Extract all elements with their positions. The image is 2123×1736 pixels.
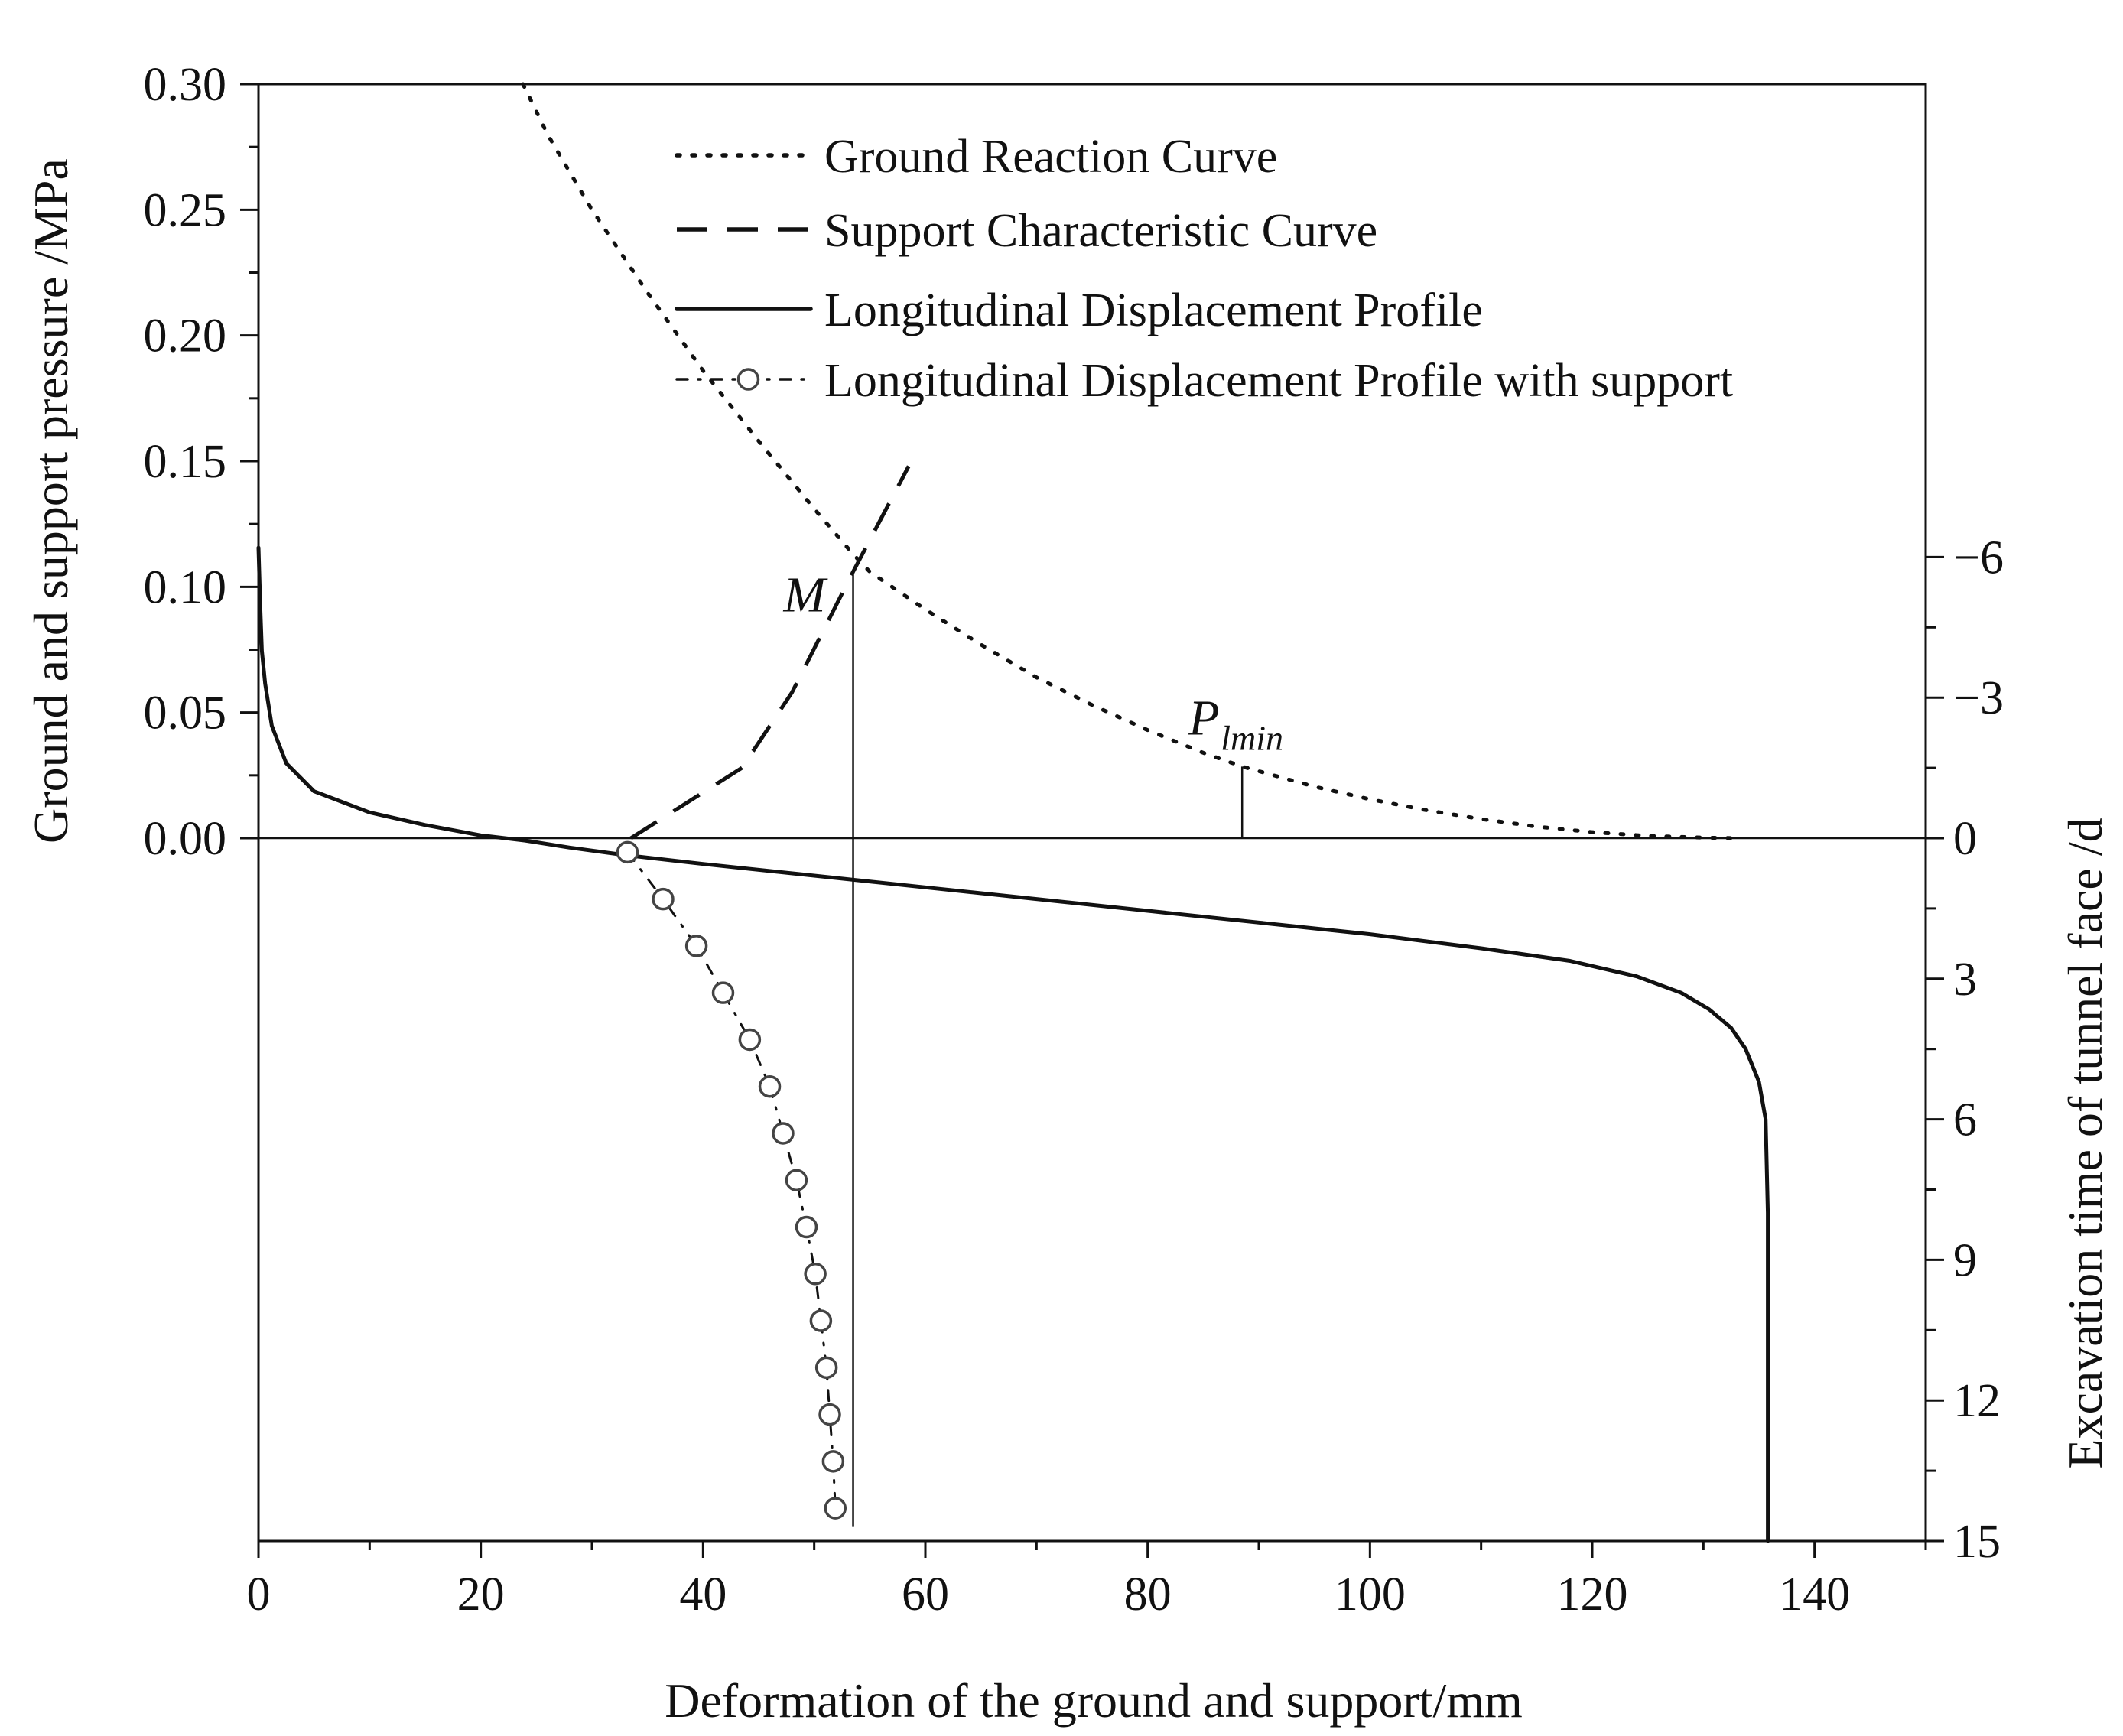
lsp-support-point-1 — [616, 840, 639, 864]
axis-ticks — [240, 83, 1944, 1558]
y2-tick-label-−3: −3 — [1953, 672, 2004, 724]
series-line-longitudinal-displacement-profile — [256, 545, 1770, 1543]
x-tick-label-60: 60 — [902, 1569, 949, 1621]
series-line-longitudinal-displacement-profile-with-support — [626, 850, 837, 1510]
legend: Ground Reaction Curve Support Characteris… — [675, 131, 1733, 407]
lsp-support-point-5 — [738, 1028, 762, 1052]
annotation-plmin-subscript: lmin — [1221, 718, 1283, 757]
x-tick-label-20: 20 — [457, 1569, 505, 1621]
legend-label-4: Longitudinal Displacement Profile with s… — [824, 355, 1733, 407]
y-tick-label-0.30: 0.30 — [144, 59, 227, 111]
x-tick-label-0: 0 — [247, 1569, 271, 1621]
y2-tick-label-0: 0 — [1953, 813, 1977, 865]
annotations: M P lmin — [783, 567, 1283, 758]
y2-tick-label-9: 9 — [1953, 1234, 1977, 1286]
y2-tick-label-15: 15 — [1953, 1516, 2001, 1568]
legend-label-3: Longitudinal Displacement Profile — [824, 284, 1483, 336]
lsp-support-point-10 — [804, 1263, 827, 1286]
lsp-support-point-3 — [684, 935, 708, 957]
legend-label-2: Support Characteristic Curve — [824, 205, 1377, 257]
y-tick-label-0.25: 0.25 — [144, 184, 227, 236]
lsp-support-point-13 — [818, 1403, 841, 1426]
lsp-support-point-4 — [711, 981, 735, 1004]
plot-area-border — [257, 83, 1927, 1543]
y-axis-title: Ground and support pressure /MPa — [24, 158, 78, 844]
x-tick-label-80: 80 — [1124, 1569, 1172, 1621]
y-tick-label-0.10: 0.10 — [144, 561, 227, 613]
x-tick-label-100: 100 — [1335, 1569, 1406, 1621]
lsp-support-point-6 — [758, 1074, 782, 1098]
x-tick-label-120: 120 — [1557, 1569, 1628, 1621]
y2-tick-label-−6: −6 — [1953, 532, 2004, 584]
lsp-support-point-9 — [795, 1215, 818, 1239]
lsp-support-point-2 — [652, 887, 675, 911]
annotation-m: M — [783, 567, 829, 623]
y-tick-label-0.00: 0.00 — [144, 813, 227, 865]
axis-tick-labels: 0 20 40 60 80 100 120 1400.000.050.100.150.200.… — [144, 59, 2004, 1621]
y2-tick-label-3: 3 — [1953, 954, 1977, 1006]
y-tick-label-0.05: 0.05 — [144, 688, 227, 740]
legend-swatch-marker — [736, 368, 760, 391]
lsp-support-point-12 — [814, 1356, 838, 1380]
y2-tick-label-6: 6 — [1953, 1094, 1977, 1146]
axis-titles: Deformation of the ground and support/mm… — [24, 158, 2112, 1728]
y-tick-label-0.15: 0.15 — [144, 436, 227, 488]
x-tick-label-140: 140 — [1779, 1569, 1850, 1621]
legend-label-1: Ground Reaction Curve — [824, 131, 1277, 183]
y2-tick-label-12: 12 — [1953, 1375, 2001, 1427]
lsp-support-point-7 — [772, 1122, 795, 1145]
series-line-support-characteristic-curve — [629, 465, 911, 840]
annotation-plmin: P — [1188, 690, 1219, 746]
y-tick-label-0.20: 0.20 — [144, 310, 227, 362]
lsp-support-point-15 — [824, 1497, 847, 1520]
plot-frame — [257, 83, 1927, 1543]
x-tick-label-40: 40 — [679, 1569, 727, 1621]
series-line-ground-reaction-curve — [521, 82, 1739, 840]
lsp-support-point-11 — [809, 1309, 833, 1332]
lsp-support-point-14 — [821, 1450, 845, 1473]
plot-lines — [256, 82, 1770, 1543]
x-axis-title: Deformation of the ground and support/mm — [665, 1673, 1523, 1728]
y2-axis-title: Excavation time of tunnel face /d — [2058, 818, 2112, 1468]
lsp-support-point-8 — [785, 1169, 808, 1191]
